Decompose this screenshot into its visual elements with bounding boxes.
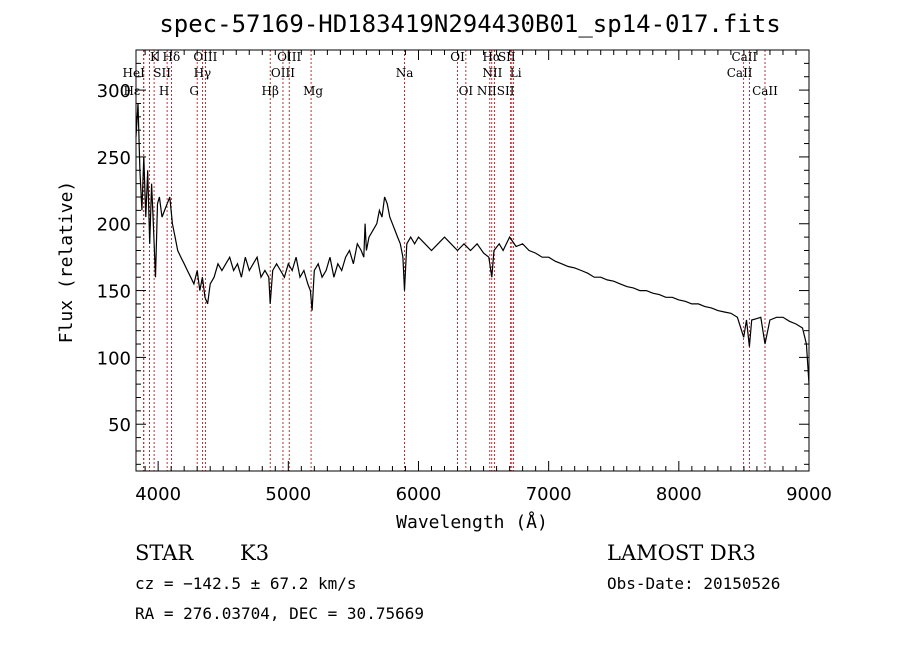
spectral-line-label: NII [477, 84, 497, 98]
spectral-line-label: G [189, 84, 199, 98]
x-tick-label: 8000 [656, 484, 702, 505]
y-tick-label: 50 [108, 415, 131, 436]
obs-date: Obs-Date: 20150526 [607, 574, 780, 593]
plot-frame [135, 49, 810, 472]
spectral-line-label: Hδ [163, 50, 181, 64]
y-tick-label: 300 [97, 81, 131, 102]
x-tick-label: 9000 [786, 484, 832, 505]
x-tick-label: 7000 [526, 484, 572, 505]
x-axis-label: Wavelength (Å) [396, 511, 548, 533]
spectral-line-markers [143, 50, 766, 471]
spectral-line-label: CaII [731, 50, 757, 64]
spectral-line-label: OI [450, 50, 465, 64]
x-tick-label: 4000 [135, 484, 181, 505]
y-axis-ticks: 50 100 150 200 250 300 [97, 62, 809, 465]
chart-title: spec-57169-HD183419N294430B01_sp14-017.f… [159, 10, 780, 38]
spectral-line-label: OIII [277, 50, 301, 64]
x-tick-label: 5000 [265, 484, 311, 505]
spectral-line-label: Hβ [262, 84, 279, 98]
spectral-line-label: Na [396, 66, 414, 80]
spectral-line-label: Hγ [194, 66, 212, 80]
coordinates: RA = 276.03704, DEC = 30.75669 [135, 604, 424, 623]
spectral-line-label: SII [153, 66, 171, 80]
cz-value: cz = −142.5 ± 67.2 km/s [135, 574, 357, 593]
y-tick-label: 200 [97, 215, 131, 236]
spectrum-series-line [135, 103, 810, 385]
survey-name: LAMOST DR3 [607, 541, 756, 565]
y-tick-label: 150 [97, 282, 131, 303]
x-tick-label: 6000 [396, 484, 442, 505]
object-class: STAR [135, 541, 194, 565]
spectral-line-label: SII [497, 84, 515, 98]
spectral-line-label: CaII [752, 84, 778, 98]
spectral-line-label: K [150, 50, 160, 64]
spectral-line-label: CaII [727, 66, 753, 80]
spectral-line-label: OIII [271, 66, 295, 80]
spectral-line-label: OIII [193, 50, 217, 64]
x-axis-ticks: 4000 5000 6000 7000 8000 9000 [135, 50, 832, 505]
spectral-line-label: H [159, 84, 169, 98]
y-tick-label: 100 [97, 348, 131, 369]
spectral-line-label: Mg [303, 84, 323, 98]
spectral-line-label: HeI [123, 66, 146, 80]
y-tick-label: 250 [97, 148, 131, 169]
y-axis-label: Flux (relative) [56, 181, 77, 344]
spectral-line-label: SII [498, 50, 516, 64]
spectral-line-label: Li [510, 66, 522, 80]
subclass: K3 [240, 541, 269, 565]
spectral-line-label: OI [459, 84, 474, 98]
spectral-line-label: NII [482, 66, 502, 80]
